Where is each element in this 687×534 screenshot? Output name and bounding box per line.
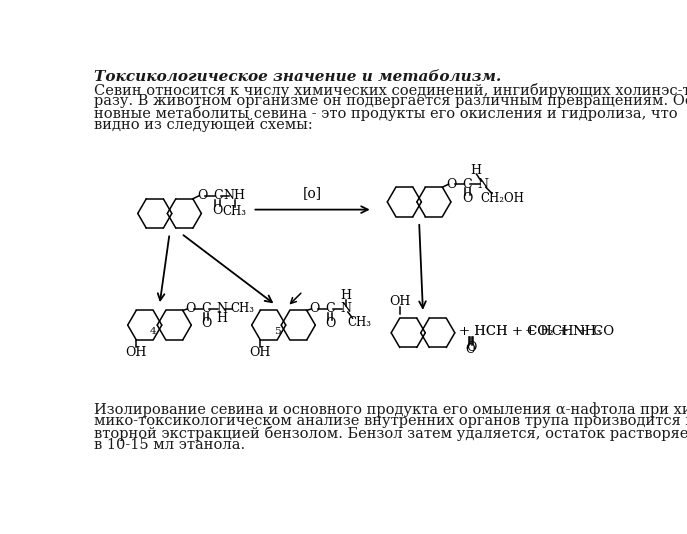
Text: O: O [212,204,223,217]
Text: + HCH + CO₂ + NH₃: + HCH + CO₂ + NH₃ [459,325,601,338]
Text: N: N [216,302,227,316]
Text: C: C [213,189,223,202]
Text: O: O [466,341,477,354]
Text: O: O [185,302,196,316]
Text: OH: OH [389,295,410,309]
Text: O: O [201,317,211,330]
Text: новные метаболиты севина - это продукты его окисления и гидролиза, что: новные метаболиты севина - это продукты … [93,106,677,121]
Text: O: O [462,192,473,205]
Text: разу. В животном организме он подвергается различным превращениям. Ос-: разу. В животном организме он подвергает… [93,95,687,108]
Text: O: O [325,317,335,330]
Text: H: H [340,289,351,302]
Text: Изолирование севина и основного продукта его омыления α-нафтола при хи-: Изолирование севина и основного продукта… [93,402,687,417]
Text: N: N [340,302,351,316]
Text: OH: OH [126,345,147,359]
Text: 4: 4 [150,327,157,336]
Text: O: O [197,189,207,202]
Text: 5: 5 [274,327,280,336]
Text: мико-токсикологическом анализе внутренних органов трупа производится по-: мико-токсикологическом анализе внутренни… [93,414,687,428]
Text: + HCH + CO₂ + NH₃: + HCH + CO₂ + NH₃ [459,325,601,338]
Text: + HCH + CO: + HCH + CO [525,325,613,338]
Text: CH₃: CH₃ [223,206,247,218]
Text: в 10-15 мл этанола.: в 10-15 мл этанола. [93,438,245,452]
Text: C: C [325,302,335,316]
Text: O: O [309,302,319,316]
Text: Севин относится к числу химических соединений, ингибирующих холинэс-те-: Севин относится к числу химических соеди… [93,83,687,98]
Text: Токсикологическое значение и метаболизм.: Токсикологическое значение и метаболизм. [93,70,501,84]
Text: N: N [477,178,488,191]
Text: C: C [201,302,211,316]
Text: C: C [462,178,472,191]
Text: вторной экстракцией бензолом. Бензол затем удаляется, остаток растворяется: вторной экстракцией бензолом. Бензол зат… [93,426,687,441]
Text: H: H [470,164,481,177]
Text: CH₃: CH₃ [348,316,372,329]
Text: O: O [466,343,475,356]
Text: + HCH + CO₂ + NH₃: + HCH + CO₂ + NH₃ [459,325,601,338]
Text: CH₂OH: CH₂OH [480,192,524,205]
Text: [о]: [о] [302,186,322,200]
Text: OH: OH [249,345,271,359]
Text: NH: NH [224,189,246,202]
Text: H: H [216,312,227,325]
Text: O: O [447,178,457,191]
Text: видно из следующей схемы:: видно из следующей схемы: [93,119,313,132]
Text: CH₃: CH₃ [230,302,254,316]
